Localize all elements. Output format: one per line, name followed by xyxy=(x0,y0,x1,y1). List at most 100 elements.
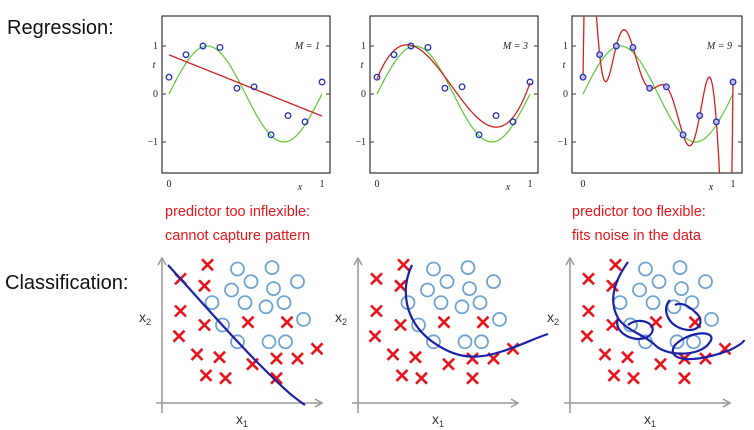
data-point xyxy=(250,83,258,91)
circle-sample xyxy=(632,282,647,298)
decision-boundary xyxy=(167,264,306,406)
data-point xyxy=(596,51,604,59)
circle-sample xyxy=(672,260,688,276)
x-tick-label: 1 xyxy=(320,179,325,190)
y-tick-label: 0 xyxy=(563,89,568,100)
cross-sample xyxy=(437,315,451,329)
fitted-polynomial-curve xyxy=(376,44,531,128)
decision-boundary xyxy=(404,264,549,358)
circle-sample xyxy=(457,334,473,350)
cross-sample xyxy=(310,342,324,356)
circle-sample xyxy=(645,295,661,311)
y-tick-label: 1 xyxy=(361,41,366,52)
cross-sample xyxy=(607,368,621,382)
circle-sample xyxy=(237,295,253,311)
classification-heading: Classification: xyxy=(5,272,129,294)
data-point xyxy=(267,131,275,139)
cross-sample xyxy=(466,352,479,366)
circle-sample xyxy=(454,299,470,315)
x-tick-label: 0 xyxy=(581,179,586,190)
cross-sample xyxy=(395,368,409,382)
circle-sample xyxy=(230,261,245,277)
circle-sample xyxy=(433,295,449,311)
data-point xyxy=(373,73,381,81)
cross-sample xyxy=(291,352,304,366)
cross-sample xyxy=(370,272,383,286)
data-point xyxy=(233,84,241,92)
data-point xyxy=(284,112,292,120)
cross-sample xyxy=(370,304,383,318)
x-tick-label: 0 xyxy=(167,179,172,190)
subscript: 1 xyxy=(651,419,656,429)
circle-sample xyxy=(651,274,667,290)
cross-sample xyxy=(621,350,634,364)
circle-sample xyxy=(439,274,455,290)
classification-panel-2: x2 x1 xyxy=(335,256,549,429)
y-tick-label: −1 xyxy=(355,137,366,148)
regression-panel-1: 1 0 −1 0 1 x t M = 1 xyxy=(147,15,331,193)
cross-sample xyxy=(198,318,211,332)
data-point xyxy=(526,78,534,86)
data-point xyxy=(662,83,670,91)
circle-sample xyxy=(230,334,245,350)
fitted-polynomial-curve xyxy=(582,16,734,173)
cross-sample xyxy=(580,329,594,343)
cross-sample xyxy=(397,258,410,272)
circle-sample xyxy=(258,299,274,315)
data-point xyxy=(390,51,398,59)
cross-sample xyxy=(280,315,294,329)
circle-sample xyxy=(215,317,230,333)
cross-sample xyxy=(394,318,407,332)
circle-sample xyxy=(224,282,239,298)
fitted-polynomial-curve xyxy=(168,54,323,117)
x-tick-label: 1 xyxy=(731,179,736,190)
cross-sample xyxy=(442,357,455,371)
decision-boundary xyxy=(612,261,746,361)
cross-sample xyxy=(394,279,407,293)
data-point xyxy=(199,42,207,50)
model-order-label: M = 1 xyxy=(294,41,320,52)
subscript: 1 xyxy=(243,419,248,429)
data-point xyxy=(729,78,737,86)
data-point xyxy=(441,84,449,92)
y-axis-label: x2 xyxy=(139,309,151,327)
note-flexible: predictor too flexible: fits noise in th… xyxy=(572,200,706,248)
x-axis-label: x xyxy=(708,182,714,193)
cross-sample xyxy=(219,371,232,385)
circle-sample xyxy=(420,282,435,298)
circle-sample xyxy=(204,295,220,311)
cross-sample xyxy=(699,352,712,366)
regression-panel-2: 1 0 −1 0 1 x t M = 3 xyxy=(355,15,539,193)
subscript: 2 xyxy=(342,317,347,327)
cross-sample xyxy=(627,371,640,385)
circle-sample xyxy=(704,311,719,327)
circle-sample xyxy=(666,299,682,315)
subscript: 1 xyxy=(439,419,444,429)
data-point xyxy=(458,83,466,91)
circle-sample xyxy=(290,274,305,290)
circle-sample xyxy=(486,274,501,290)
circle-sample xyxy=(411,317,426,333)
cross-sample xyxy=(368,329,382,343)
circle-sample xyxy=(460,260,476,276)
cross-sample xyxy=(213,350,226,364)
data-point xyxy=(646,84,654,92)
classification-panel-3: x2 x1 xyxy=(547,256,746,429)
cross-sample xyxy=(582,304,595,318)
circle-sample xyxy=(426,261,441,277)
data-point xyxy=(424,43,432,51)
model-order-label: M = 9 xyxy=(706,41,732,52)
cross-sample xyxy=(270,371,283,385)
data-point xyxy=(301,118,309,126)
cross-sample xyxy=(190,347,204,361)
circle-sample xyxy=(296,311,311,327)
cross-sample xyxy=(609,258,622,272)
circle-sample xyxy=(492,311,507,327)
regression-heading: Regression: xyxy=(7,17,114,39)
circle-sample xyxy=(638,261,653,277)
note-line: cannot capture pattern xyxy=(165,228,311,244)
y-tick-label: −1 xyxy=(557,137,568,148)
cross-sample xyxy=(678,371,691,385)
data-point xyxy=(629,43,637,51)
